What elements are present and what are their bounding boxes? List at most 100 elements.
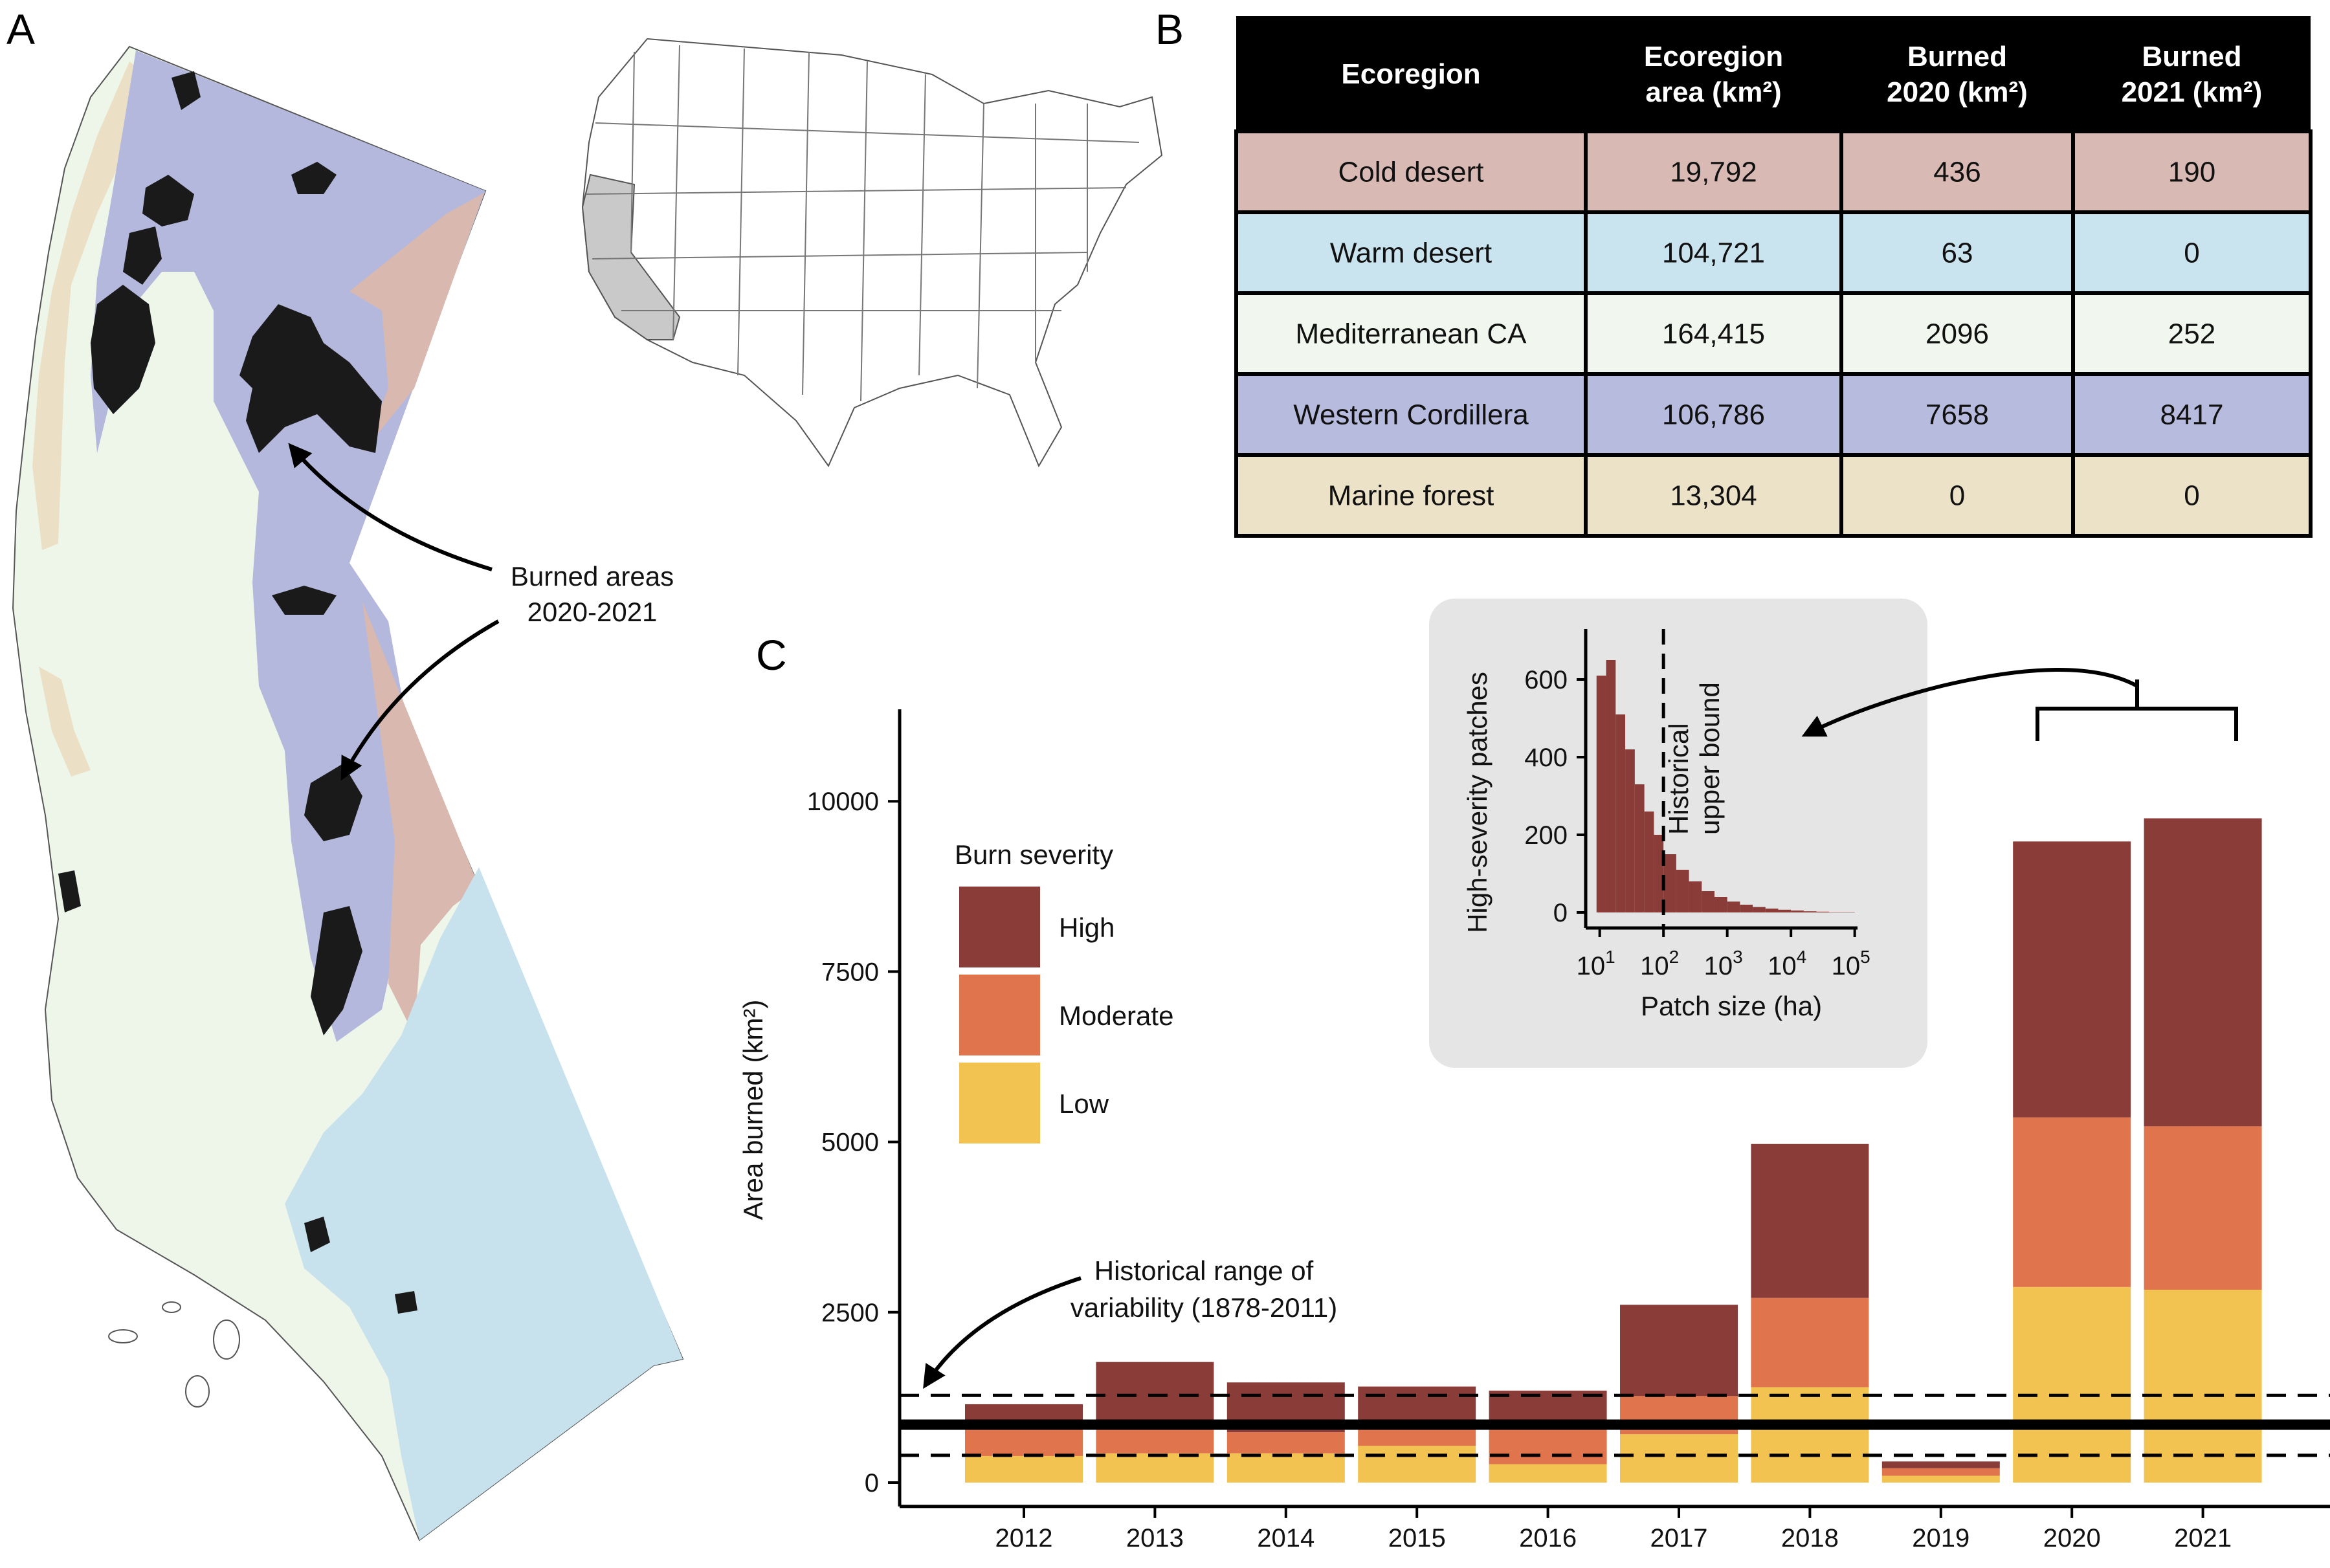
histogram-bar: [1634, 784, 1645, 912]
inset-bracket: [1801, 668, 2238, 741]
bar-moderate-2012: [965, 1428, 1083, 1456]
x-tick-label: 2013: [1126, 1524, 1184, 1552]
bar-moderate-2015: [1358, 1426, 1476, 1446]
bar-moderate-2021: [2144, 1126, 2262, 1290]
table-cell-background: [1584, 453, 1843, 538]
patch-size-inset: 0 200 400 600 101 102 103 104 105 Historical upper…: [1429, 599, 1927, 1068]
ecoregion-table: Ecoregion Ecoregion area (km²) Burned 2020 (…: [1234, 16, 2313, 538]
inset-y-tick-label: 400: [1524, 744, 1568, 772]
x-tick-label: 2014: [1257, 1524, 1315, 1552]
inset-y-axis-label: High-severity patches: [1462, 672, 1492, 933]
bar-moderate-2014: [1226, 1432, 1345, 1453]
inset-y-tick-label: 600: [1524, 666, 1568, 694]
bar-moderate-2013: [1096, 1428, 1214, 1453]
table-cell-background: [2071, 453, 2313, 538]
table-cell-background: [1584, 291, 1843, 376]
table-cell-background: [1234, 372, 1588, 457]
table-cell-background: [2071, 291, 2313, 376]
x-tick-label: 2019: [1912, 1524, 1969, 1552]
historical-range-label-line2: variability (1878-2011): [1071, 1292, 1337, 1323]
legend-label-moderate: Moderate: [1059, 1000, 1173, 1031]
histogram-bar: [1765, 909, 1779, 912]
table-cell: 190: [2168, 157, 2215, 188]
table-cell: 19,792: [1670, 157, 1757, 188]
histogram-bar: [1615, 714, 1626, 912]
burned-areas-label-line2: 2020-2021: [527, 597, 658, 627]
burned-areas: [58, 71, 417, 1314]
x-tick-label: 2021: [2174, 1524, 2232, 1552]
table-cell: 164,415: [1662, 318, 1765, 350]
table-row-label: Cold desert: [1338, 157, 1483, 188]
table-cell: 8417: [2160, 399, 2224, 431]
california-highlight: [581, 173, 681, 340]
ecoregion-warm-desert: [285, 867, 683, 1540]
panel-c-letter: C: [756, 631, 787, 679]
bar-low-2021: [2144, 1290, 2262, 1483]
y-tick-label: 2500: [821, 1299, 879, 1327]
table-row-label: Marine forest: [1328, 480, 1494, 512]
inset-x-tick-label: 104: [1768, 947, 1806, 980]
table-cell: 63: [1942, 237, 1973, 269]
ecoregion-marine-forest: [32, 61, 150, 550]
historical-upper-bound-label: upper bound: [1694, 682, 1725, 835]
bar-high-2019: [1881, 1461, 2000, 1468]
bar-low-2019: [1881, 1475, 2000, 1483]
inset-y-tick-label: 0: [1553, 899, 1568, 927]
table-header-cell: 2021 (km²): [2122, 76, 2263, 108]
table-cell-background: [1839, 453, 2075, 538]
legend-label-low: Low: [1059, 1088, 1109, 1119]
ecoregion-marine-forest-south: [39, 667, 91, 777]
bar-moderate-2020: [2013, 1117, 2131, 1287]
panel-b-letter: B: [1155, 5, 1184, 53]
legend-swatch-low: [959, 1063, 1040, 1143]
histogram-bar: [1803, 911, 1817, 912]
table-header-cell: Ecoregion: [1341, 58, 1480, 90]
inset-y-tick-label: 200: [1524, 821, 1568, 850]
y-axis-label: Area burned (km²): [738, 1000, 768, 1220]
histogram-bar: [1689, 881, 1702, 912]
x-tick-label: 2018: [1781, 1524, 1839, 1552]
table-cell-background: [2071, 210, 2313, 295]
us-state-lines: [585, 45, 1140, 402]
table-cell: 7658: [1925, 399, 1989, 431]
bar-high-2021: [2144, 818, 2262, 1127]
inset-x-tick-label: 105: [1832, 947, 1870, 980]
burned-areas-arrow-north: [288, 443, 493, 571]
table-cell: 436: [1933, 157, 1980, 188]
bar-low-2013: [1096, 1453, 1214, 1483]
histogram-bar: [1727, 901, 1740, 912]
bracket-arrow: [1801, 668, 2138, 737]
histogram-bar: [1654, 835, 1664, 912]
table-cell: 252: [2168, 318, 2215, 350]
table-row-label: Warm desert: [1330, 237, 1492, 269]
histogram-bar: [1753, 907, 1766, 912]
bar-high-2017: [1620, 1305, 1738, 1397]
bar-low-2016: [1489, 1464, 1607, 1483]
bar-low-2017: [1620, 1434, 1738, 1483]
table-cell-background: [2071, 372, 2313, 457]
histogram-bar: [1663, 854, 1676, 912]
x-tick-label: 2020: [2043, 1524, 2101, 1552]
table-row-label: Mediterranean CA: [1295, 318, 1527, 350]
california-map: Burned areas 2020-2021: [12, 45, 684, 1541]
bar-low-2018: [1751, 1387, 1869, 1483]
histogram-bar: [1714, 897, 1727, 912]
legend-title: Burn severity: [955, 839, 1113, 870]
table-cell: 104,721: [1662, 237, 1765, 269]
table-header-cell: 2020 (km²): [1887, 76, 2028, 108]
burned-areas-arrow-south: [340, 619, 500, 781]
histogram-bar: [1676, 870, 1689, 912]
table-cell-background: [1584, 372, 1843, 457]
burned-areas-label-line1: Burned areas: [511, 561, 674, 591]
table-row-label: Western Cordillera: [1293, 399, 1529, 431]
table-header-cell: Burned: [1907, 41, 2007, 72]
table-body: Cold desert 19,792 436 190 Warm desert 104,72…: [1234, 129, 2313, 538]
bar-low-2012: [965, 1455, 1083, 1483]
histogram-bar: [1644, 812, 1654, 912]
bar-low-2015: [1358, 1446, 1476, 1483]
historical-upper-bound-label: Historical: [1663, 723, 1694, 835]
bracket-shape: [2036, 679, 2238, 741]
inset-x-axis-label: Patch size (ha): [1641, 991, 1822, 1021]
histogram-bar: [1606, 660, 1616, 912]
